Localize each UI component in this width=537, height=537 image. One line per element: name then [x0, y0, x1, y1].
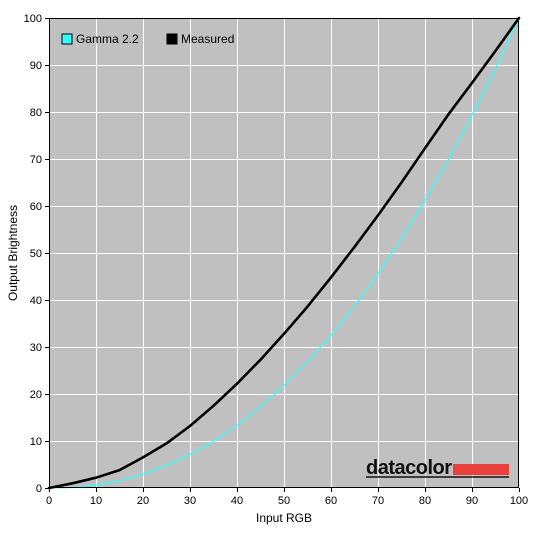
y-tick-label: 100: [24, 13, 42, 25]
x-tick-label: 50: [278, 495, 290, 507]
y-tick-labels: 0 10 20 30 40 50 60 70 80 90 100: [24, 13, 49, 495]
x-tick-label: 80: [419, 495, 431, 507]
logo-wordmark: datacolor: [366, 457, 452, 479]
y-axis-title: Output Brightness: [6, 205, 20, 301]
y-tick-label: 20: [30, 389, 42, 401]
series-line-measured: [47, 16, 521, 490]
series-line-gamma: [48, 17, 520, 489]
legend: Gamma 2.2 Measured: [61, 32, 234, 46]
x-tick-label: 0: [46, 495, 52, 507]
y-tick-label: 30: [30, 342, 42, 354]
y-tick-label: 70: [30, 154, 42, 166]
datacolor-logo: datacolor: [366, 457, 509, 479]
y-tick-label: 80: [30, 107, 42, 119]
plot-border: [49, 18, 519, 488]
legend-label-gamma: Gamma 2.2: [76, 32, 139, 46]
x-axis-title: Input RGB: [256, 511, 312, 525]
y-tick-label: 10: [30, 436, 42, 448]
y-tick-label: 50: [30, 248, 42, 260]
y-tick-label: 90: [30, 60, 42, 72]
y-tick-label: 0: [36, 483, 42, 495]
x-tick-label: 60: [325, 495, 337, 507]
legend-label-measured: Measured: [181, 32, 234, 46]
x-tick-label: 70: [372, 495, 384, 507]
legend-swatch-gamma: [61, 33, 73, 45]
x-tick-labels: 0 10 20 30 40 50 60 70 80 90 100: [46, 488, 528, 507]
x-tick-label: 30: [184, 495, 196, 507]
y-tick-label: 40: [30, 295, 42, 307]
series-lines: [47, 16, 521, 490]
y-tick-label: 60: [30, 201, 42, 213]
x-tick-label: 20: [137, 495, 149, 507]
x-tick-label: 90: [466, 495, 478, 507]
logo-bar: [453, 464, 509, 475]
legend-swatch-measured: [166, 33, 178, 45]
x-tick-label: 10: [90, 495, 102, 507]
x-tick-label: 40: [231, 495, 243, 507]
x-tick-label: 100: [510, 495, 528, 507]
